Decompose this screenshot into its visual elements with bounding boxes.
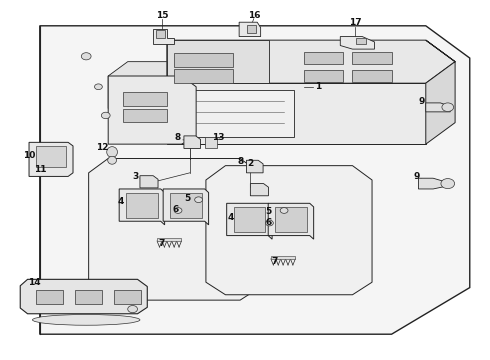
Circle shape bbox=[280, 208, 288, 213]
Bar bbox=[205, 137, 217, 148]
Bar bbox=[304, 70, 343, 82]
Polygon shape bbox=[108, 62, 167, 123]
Text: 13: 13 bbox=[212, 133, 224, 142]
Bar bbox=[75, 291, 102, 304]
Polygon shape bbox=[163, 189, 209, 225]
Text: 12: 12 bbox=[96, 143, 109, 152]
Text: 5: 5 bbox=[265, 207, 271, 216]
Text: 6: 6 bbox=[172, 205, 179, 214]
Polygon shape bbox=[268, 203, 314, 239]
Text: 10: 10 bbox=[23, 151, 35, 160]
Bar bbox=[36, 146, 66, 167]
Text: 11: 11 bbox=[33, 165, 46, 174]
Circle shape bbox=[195, 197, 202, 203]
Bar bbox=[123, 109, 167, 122]
Polygon shape bbox=[167, 40, 270, 83]
Polygon shape bbox=[418, 178, 450, 189]
Bar bbox=[352, 70, 392, 82]
Bar bbox=[275, 207, 307, 232]
Text: 4: 4 bbox=[227, 213, 234, 222]
Ellipse shape bbox=[32, 315, 140, 325]
Circle shape bbox=[174, 208, 182, 213]
Polygon shape bbox=[239, 22, 261, 37]
Bar bbox=[234, 207, 265, 232]
Circle shape bbox=[266, 220, 273, 226]
Bar bbox=[114, 291, 141, 304]
Text: 8: 8 bbox=[238, 157, 244, 166]
Polygon shape bbox=[340, 37, 374, 49]
Bar bbox=[174, 69, 233, 83]
Bar bbox=[247, 26, 256, 33]
Text: 6: 6 bbox=[265, 218, 271, 227]
Polygon shape bbox=[119, 189, 165, 225]
Polygon shape bbox=[184, 136, 200, 148]
Text: 17: 17 bbox=[348, 18, 361, 27]
Polygon shape bbox=[426, 40, 455, 144]
Text: 14: 14 bbox=[27, 278, 40, 287]
Text: 5: 5 bbox=[184, 194, 191, 203]
Text: 2: 2 bbox=[247, 159, 253, 168]
Circle shape bbox=[442, 103, 454, 112]
Bar bbox=[174, 53, 233, 67]
Polygon shape bbox=[89, 158, 260, 300]
Circle shape bbox=[101, 112, 110, 119]
Polygon shape bbox=[140, 176, 158, 188]
Text: 4: 4 bbox=[117, 197, 123, 206]
Polygon shape bbox=[167, 83, 426, 144]
Polygon shape bbox=[29, 142, 73, 176]
Text: 7: 7 bbox=[271, 257, 277, 266]
Polygon shape bbox=[40, 26, 470, 334]
Polygon shape bbox=[186, 90, 294, 137]
Text: 7: 7 bbox=[159, 239, 165, 248]
Polygon shape bbox=[167, 40, 455, 83]
Text: 3: 3 bbox=[132, 172, 138, 181]
Text: 1: 1 bbox=[315, 82, 321, 91]
Bar bbox=[271, 256, 295, 259]
Text: 9: 9 bbox=[418, 97, 425, 106]
Text: 9: 9 bbox=[414, 172, 420, 181]
Bar bbox=[356, 38, 366, 44]
Polygon shape bbox=[153, 30, 174, 44]
Bar bbox=[304, 52, 343, 64]
Circle shape bbox=[441, 179, 455, 189]
Ellipse shape bbox=[108, 156, 117, 164]
Circle shape bbox=[95, 84, 102, 90]
Bar bbox=[123, 93, 167, 106]
Polygon shape bbox=[227, 203, 272, 239]
Polygon shape bbox=[108, 76, 196, 144]
Polygon shape bbox=[20, 279, 147, 314]
Circle shape bbox=[128, 306, 138, 313]
Bar bbox=[156, 31, 165, 38]
Bar bbox=[36, 291, 63, 304]
Polygon shape bbox=[206, 166, 372, 295]
Bar bbox=[170, 193, 202, 218]
Polygon shape bbox=[246, 160, 263, 173]
Circle shape bbox=[81, 53, 91, 60]
Bar bbox=[126, 193, 158, 218]
Text: 8: 8 bbox=[174, 133, 181, 142]
Ellipse shape bbox=[107, 147, 118, 157]
Polygon shape bbox=[426, 103, 450, 112]
Bar bbox=[352, 52, 392, 64]
Bar bbox=[157, 238, 181, 241]
Polygon shape bbox=[250, 184, 269, 196]
Text: 16: 16 bbox=[247, 10, 260, 19]
Text: 15: 15 bbox=[156, 10, 168, 19]
